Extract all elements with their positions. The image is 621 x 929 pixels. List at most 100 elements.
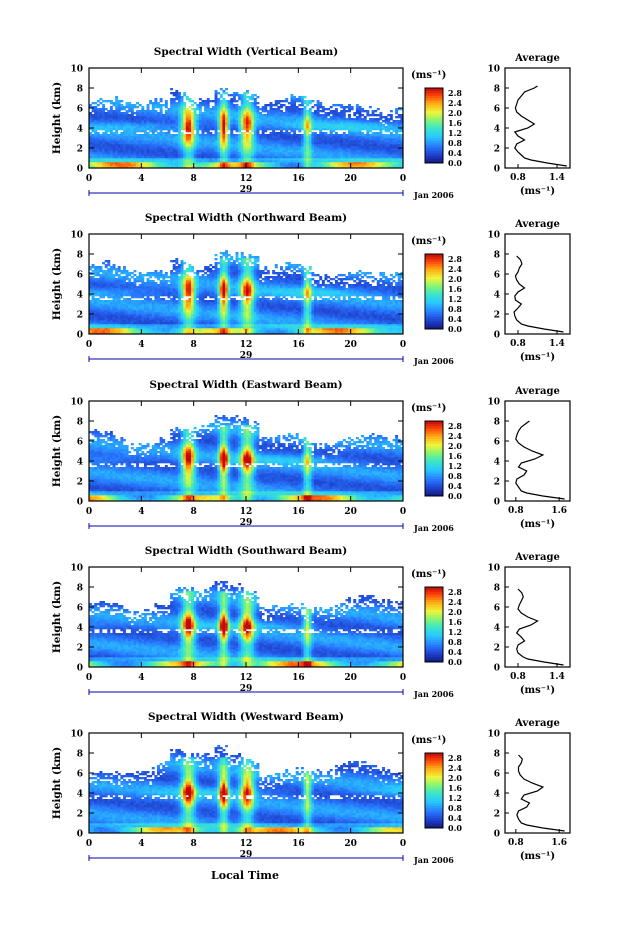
heatmap-cell xyxy=(196,136,200,139)
heatmap-cell xyxy=(329,160,333,163)
heatmap-cell xyxy=(94,102,98,105)
heatmap-cell xyxy=(295,136,299,139)
heatmap-cell xyxy=(162,154,166,157)
heatmap-cell xyxy=(157,160,160,163)
heatmap-cell xyxy=(232,142,236,145)
heatmap-cell xyxy=(136,296,140,299)
heatmap-cell xyxy=(94,274,98,277)
heatmap-cell xyxy=(125,274,129,277)
heatmap-cell xyxy=(96,306,100,309)
heatmap-cell xyxy=(201,118,205,121)
heatmap-cell xyxy=(261,160,265,163)
heatmap-cell xyxy=(264,160,268,163)
heatmap-cell xyxy=(300,122,304,125)
heatmap-cell xyxy=(125,128,129,131)
heatmap-cell xyxy=(264,134,268,137)
heatmap-cell xyxy=(240,152,244,155)
heatmap-cell xyxy=(227,156,231,159)
heatmap-cell xyxy=(248,108,252,111)
heatmap-cell xyxy=(138,286,142,289)
heatmap-cell xyxy=(324,136,328,139)
heatmap-cell xyxy=(149,152,153,155)
heatmap-cell xyxy=(217,138,221,141)
heatmap-cell xyxy=(353,138,357,141)
heatmap-cell xyxy=(361,166,365,169)
heatmap-cell xyxy=(342,162,346,165)
heatmap-cell xyxy=(133,128,137,131)
heatmap-cell xyxy=(130,108,134,111)
heatmap-cell xyxy=(321,142,325,145)
heatmap-cell xyxy=(363,158,367,161)
heatmap-cell xyxy=(115,142,119,145)
heatmap-cell xyxy=(170,332,174,335)
heatmap-cell xyxy=(162,116,166,119)
heatmap-cell xyxy=(246,154,249,157)
heatmap-cell xyxy=(219,96,223,99)
heatmap-cell xyxy=(248,96,252,99)
heatmap-cell xyxy=(102,322,105,325)
heatmap-cell xyxy=(143,116,147,119)
heatmap-cell xyxy=(94,288,98,291)
heatmap-cell xyxy=(232,162,236,165)
heatmap-cell xyxy=(280,138,283,141)
heatmap-cell xyxy=(298,118,302,121)
heatmap-cell xyxy=(109,118,113,121)
heatmap-cell xyxy=(397,156,401,159)
heatmap-cell xyxy=(180,118,184,121)
heatmap-cell xyxy=(170,92,174,95)
heatmap-cell xyxy=(321,154,325,157)
heatmap-cell xyxy=(340,162,344,165)
heatmap-cell xyxy=(384,138,388,141)
heatmap-cell xyxy=(162,126,166,129)
heatmap-cell xyxy=(243,148,247,151)
heatmap-cell xyxy=(306,132,310,135)
heatmap-cell xyxy=(170,298,174,301)
heatmap-cell xyxy=(340,142,344,145)
heatmap-cell xyxy=(361,148,365,151)
heatmap-cell xyxy=(112,296,116,299)
heatmap-cell xyxy=(133,316,137,319)
heatmap-cell xyxy=(138,122,142,125)
heatmap-cell xyxy=(104,146,108,149)
heatmap-cell xyxy=(172,300,176,303)
heatmap-cell xyxy=(112,122,116,125)
heatmap-cell xyxy=(246,100,249,103)
heatmap-cell xyxy=(154,306,158,309)
heatmap-cell xyxy=(133,122,137,125)
heatmap-cell xyxy=(389,116,393,119)
heatmap-cell xyxy=(259,144,262,147)
heatmap-cell xyxy=(232,120,236,123)
heatmap-cell xyxy=(259,156,262,159)
heatmap-cell xyxy=(361,128,365,131)
heatmap-cell xyxy=(107,280,111,283)
heatmap-cell xyxy=(180,122,184,125)
heatmap-cell xyxy=(167,294,171,297)
heatmap-cell xyxy=(230,132,234,135)
heatmap-cell xyxy=(248,98,252,101)
heatmap-cell xyxy=(120,116,124,119)
heatmap-cell xyxy=(287,138,291,141)
heatmap-cell xyxy=(264,136,268,139)
heatmap-cell xyxy=(392,154,396,157)
heatmap-cell xyxy=(395,148,399,151)
heatmap-cell xyxy=(232,104,236,107)
heatmap-cell xyxy=(269,120,273,123)
heatmap-cell xyxy=(136,142,140,145)
heatmap-cell xyxy=(112,144,116,147)
heatmap-cell xyxy=(117,306,121,309)
heatmap-cell xyxy=(149,102,153,105)
average-profile-line xyxy=(513,85,567,167)
heatmap-cell xyxy=(256,162,260,165)
heatmap-cell xyxy=(366,136,370,139)
heatmap-cell xyxy=(143,126,147,129)
heatmap-cell xyxy=(146,162,150,165)
heatmap-cell xyxy=(300,118,304,121)
heatmap-cell xyxy=(321,116,325,119)
heatmap-cell xyxy=(230,162,234,165)
heatmap-cell xyxy=(91,108,95,111)
heatmap-cell xyxy=(397,116,401,119)
heatmap-cell xyxy=(104,270,108,273)
heatmap-cell xyxy=(269,126,273,129)
heatmap-cell xyxy=(133,324,137,327)
heatmap-cell xyxy=(177,332,181,335)
